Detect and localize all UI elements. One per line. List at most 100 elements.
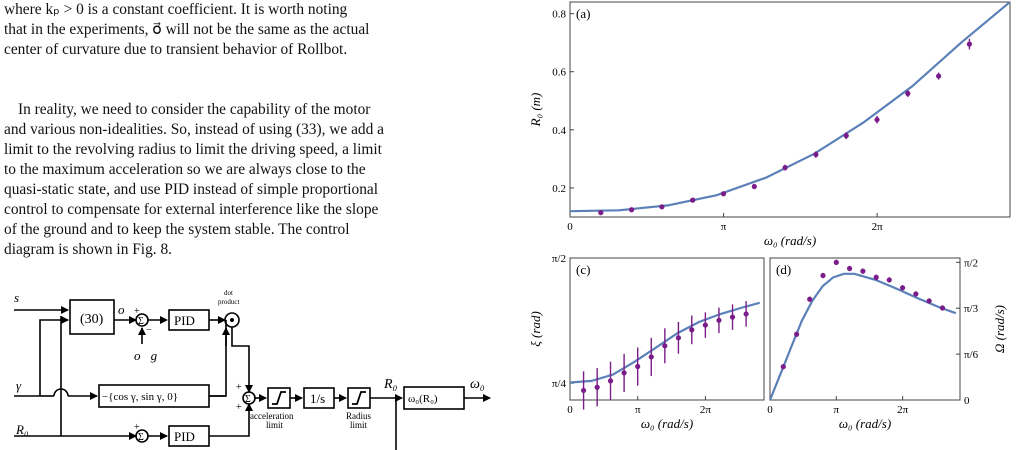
data-point bbox=[648, 354, 654, 360]
plot-frame bbox=[569, 257, 765, 401]
x-tick-label: 2π bbox=[897, 404, 909, 416]
data-point bbox=[675, 335, 682, 341]
sum2-plus-bottom: + bbox=[236, 402, 242, 413]
data-point bbox=[659, 204, 665, 210]
sum2-sigma: Σ bbox=[245, 394, 251, 405]
paragraph-2: In reality, we need to consider the capa… bbox=[4, 100, 512, 260]
data-point bbox=[780, 364, 786, 370]
y-tick-label: π/2 bbox=[552, 253, 566, 265]
fit-curve bbox=[570, 301, 760, 384]
sum3-plus: + bbox=[134, 422, 140, 433]
accel-limit-label-2: limit bbox=[266, 420, 284, 430]
data-point bbox=[794, 331, 800, 337]
data-point bbox=[702, 322, 708, 328]
x-axis-label: ω₀ (rad/s) bbox=[764, 233, 816, 248]
text-line: to the maximum acceleration so we are al… bbox=[4, 161, 366, 178]
panel-label: (c) bbox=[576, 262, 590, 277]
data-point bbox=[751, 183, 757, 190]
data-point bbox=[690, 197, 696, 203]
data-point bbox=[886, 277, 892, 283]
data-point bbox=[913, 291, 919, 297]
text-line: In reality, we need to consider the capa… bbox=[18, 101, 371, 118]
data-point bbox=[807, 296, 813, 302]
pid-label-1: PID bbox=[174, 313, 195, 328]
input-R0-label: R₀ bbox=[15, 422, 28, 437]
text-line: center of curvature due to transient beh… bbox=[4, 41, 348, 58]
x-axis-label: ω₀ (rad/s) bbox=[839, 416, 891, 431]
data-point bbox=[833, 259, 839, 265]
sum1-minus: − bbox=[146, 325, 152, 336]
data-point bbox=[607, 378, 614, 384]
y-tick-label: 0.8 bbox=[552, 9, 566, 21]
dot-label-1: dot bbox=[224, 289, 233, 297]
sum1-plus: + bbox=[134, 306, 140, 317]
panel-label: (d) bbox=[776, 262, 791, 277]
chart-panel-c: 0 π 2π π/4 π/2 (c) ω₀ (rad/s) ξ (rad) bbox=[528, 253, 765, 431]
text-line: limit to the revolving radius to limit t… bbox=[4, 141, 382, 158]
data-point bbox=[936, 73, 942, 79]
fit-curve bbox=[570, 2, 1010, 213]
fit-curve bbox=[770, 272, 957, 400]
data-point bbox=[743, 311, 749, 317]
text-line: of the ground and to keep the system sta… bbox=[4, 221, 350, 238]
data-point bbox=[689, 327, 695, 333]
y-tick-label: π/2 bbox=[964, 257, 978, 269]
data-point bbox=[966, 41, 973, 47]
data-point bbox=[629, 207, 635, 213]
radius-limit-label-2: limit bbox=[350, 420, 368, 430]
data-point bbox=[899, 285, 906, 291]
data-point bbox=[729, 314, 736, 320]
sum1-sigma: Σ bbox=[138, 316, 144, 327]
data-point bbox=[846, 265, 853, 272]
data-point bbox=[820, 272, 826, 279]
text-line: control to compensate for external inter… bbox=[4, 201, 379, 218]
data-point bbox=[874, 117, 880, 123]
o-vector-label: o⃗ bbox=[118, 302, 135, 317]
figure-panels: 0 π 2π 0.2 0.4 0.6 0.8 (a) ω₀ (rad/s) R₀ (m) 0 π 2π… bbox=[528, 1, 1011, 431]
text-line: that in the experiments, o⃗ will not be … bbox=[4, 21, 370, 38]
data-point bbox=[621, 370, 627, 376]
sum2-plus-top: + bbox=[236, 382, 242, 393]
data-point bbox=[594, 384, 600, 390]
x-tick-label: 0 bbox=[567, 221, 573, 233]
dot-product-node bbox=[230, 318, 234, 322]
chart-panel-a: 0 π 2π 0.2 0.4 0.6 0.8 (a) ω₀ (rad/s) R₀ (m) bbox=[528, 1, 1011, 248]
panel-label: (a) bbox=[576, 6, 590, 21]
text-line: quasi-static state, and use PID instead … bbox=[4, 181, 378, 198]
y-tick-label: π/6 bbox=[964, 349, 979, 361]
radius-limit-label-1: Radius bbox=[346, 411, 371, 421]
x-tick-label: 0 bbox=[567, 404, 573, 416]
y-tick-label: 0.6 bbox=[552, 67, 566, 79]
dot-label-2: product bbox=[218, 298, 239, 306]
data-point bbox=[598, 210, 604, 216]
pid-label-2: PID bbox=[174, 429, 195, 444]
data-point bbox=[720, 191, 727, 197]
data-point bbox=[662, 343, 668, 349]
data-point bbox=[782, 165, 788, 171]
x-tick-label: 2π bbox=[700, 404, 712, 416]
plot-frame bbox=[769, 257, 961, 401]
control-block-diagram: s⃗ (30) o⃗ + Σ − o⃗g PID dot product γ −… bbox=[14, 289, 491, 450]
block-30-label: (30) bbox=[80, 312, 104, 327]
input-s-label: s⃗ bbox=[14, 290, 29, 305]
data-point bbox=[905, 90, 911, 97]
x-tick-label: π bbox=[721, 221, 727, 233]
input-gamma-label: γ bbox=[16, 378, 22, 393]
data-point bbox=[716, 317, 722, 323]
y-tick-label: 0 bbox=[964, 395, 970, 407]
y-tick-label: 0.4 bbox=[552, 125, 566, 137]
y-axis-label: Ω (rad/s) bbox=[992, 305, 1007, 353]
y-axis-label: R₀ (m) bbox=[528, 93, 543, 128]
text-line: and various non-idealities. So, instead … bbox=[4, 121, 384, 138]
y-tick-label: 0.2 bbox=[552, 183, 566, 195]
data-point bbox=[939, 305, 946, 311]
text-line: where kₚ > 0 is a constant coefficient. … bbox=[4, 1, 348, 18]
x-axis-label: ω₀ (rad/s) bbox=[641, 416, 693, 431]
R0-output-label: R₀ bbox=[383, 377, 398, 392]
x-tick-label: π bbox=[834, 404, 840, 416]
plot-frame bbox=[569, 1, 1011, 218]
y-axis-label: ξ (rad) bbox=[528, 311, 543, 347]
chart-panel-d: 0 π 2π 0 π/6 π/3 π/2 (d) ω₀ (rad/s) Ω (rad/s) bbox=[767, 257, 1007, 431]
y-tick-label: π/4 bbox=[552, 378, 567, 390]
data-point bbox=[860, 268, 866, 274]
